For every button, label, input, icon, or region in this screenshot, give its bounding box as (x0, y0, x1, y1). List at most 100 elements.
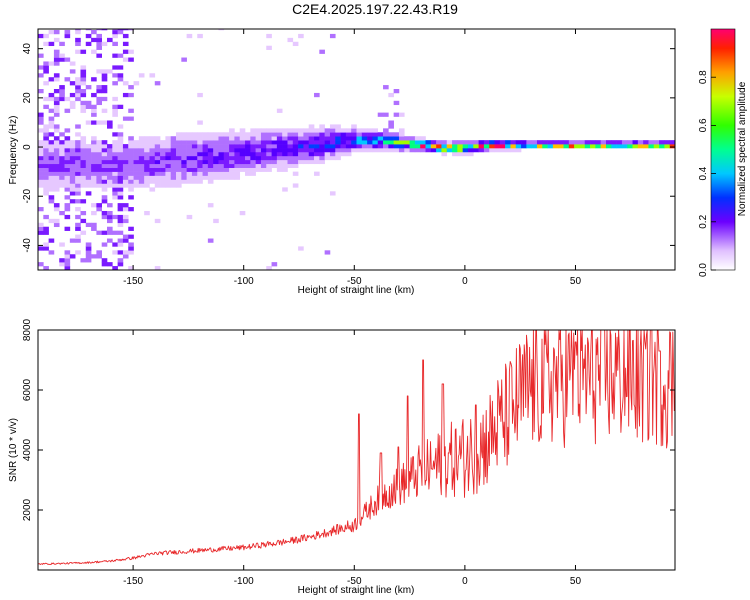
spectrogram-cell (138, 183, 145, 188)
spectrogram-cell (611, 144, 617, 149)
spectrogram-cell (191, 148, 198, 153)
spectrogram-cell (122, 203, 129, 208)
spectrogram-cell (38, 148, 44, 153)
spectrogram-cell (144, 140, 150, 145)
spectrogram-cell (101, 230, 108, 235)
spectrogram-cell (96, 254, 102, 259)
spectrogram-cell (64, 108, 71, 113)
spectrogram-cell (117, 242, 124, 247)
spectrogram-cell (48, 132, 55, 137)
spectrogram-cell (335, 144, 341, 149)
spectrogram-cell (122, 49, 129, 54)
spectrogram-cell (75, 140, 81, 145)
spectrogram-cell (48, 250, 55, 255)
spectrogram-cell (213, 163, 219, 168)
spectrogram-cell (154, 81, 161, 86)
spectrogram-cell (356, 132, 363, 137)
spectrogram-cell (659, 140, 665, 145)
spectrogram-cell (96, 230, 102, 235)
spectrogram-cell (160, 148, 166, 153)
spectrogram-cell (276, 140, 283, 145)
spectrogram-cell (160, 155, 166, 161)
spectrogram-cell (298, 136, 304, 141)
spectrogram-cell (186, 140, 193, 145)
spectrogram-cell (128, 155, 134, 161)
spectrogram-cell (117, 183, 124, 188)
spectrogram-cell (234, 155, 241, 161)
spectrogram-cell (218, 151, 225, 157)
spectrogram-frame (37, 28, 676, 271)
spectrogram-cell (133, 163, 140, 168)
spectrogram-cell (75, 29, 81, 35)
spectrogram-cell (154, 167, 161, 172)
spectrogram-cell (170, 155, 177, 161)
spectrogram-cell (85, 258, 92, 263)
spectrogram-cell (234, 175, 241, 180)
spectrogram-cell (292, 183, 299, 188)
spectrogram-cell (298, 148, 304, 153)
spectrogram-cell (149, 148, 156, 153)
spectrogram-cell (128, 195, 134, 200)
spectrogram-cell (383, 136, 389, 141)
spectrogram-cell (128, 175, 134, 180)
spectrogram-cell (494, 148, 501, 153)
spectrogram-cell (53, 167, 60, 172)
spectrogram-cell (531, 144, 538, 149)
spectrogram-cell (80, 230, 87, 235)
spectrogram-cell (149, 140, 156, 145)
spectrogram-cell (53, 77, 60, 82)
spectrogram-cell (287, 155, 294, 161)
spectrogram-cell (53, 140, 60, 145)
spectrogram-cell (75, 226, 81, 231)
spectrogram-cell (276, 144, 283, 149)
spectrogram-cell (229, 128, 235, 133)
spectrogram-cell (91, 151, 97, 157)
spectrogram-cell (69, 191, 76, 196)
spectrogram-cell (213, 167, 219, 172)
spectrogram-cell (133, 175, 140, 180)
spectrogram-cell (250, 136, 256, 141)
spectrogram-cell (271, 144, 278, 149)
spectrogram-cell (80, 73, 87, 78)
spectrogram-cell (276, 132, 283, 137)
spectrogram-cell (170, 136, 177, 141)
spectrogram-cell (303, 128, 310, 133)
spectrogram-cell (298, 246, 304, 251)
spectrogram-cell (101, 210, 108, 216)
spectrogram-cell (112, 242, 118, 247)
spectrogram-cell (239, 210, 246, 216)
spectrogram-cell (255, 163, 262, 168)
spectrogram-cell (149, 144, 156, 149)
spectrogram-cell (345, 128, 352, 133)
spectrogram-cell (202, 175, 209, 180)
spectrogram-cell (260, 144, 267, 149)
spectrogram-cell (266, 144, 272, 149)
spectrogram-cell (643, 144, 649, 149)
spectrogram-cell (133, 183, 140, 188)
spectrogram-cell (372, 128, 379, 133)
spectrogram-cell (632, 144, 639, 149)
spectrogram-cell (329, 33, 336, 39)
spectrogram-cell (239, 128, 246, 133)
spectrogram-cell (319, 144, 325, 149)
spectrogram-cell (329, 132, 336, 137)
spectrogram-cell (351, 140, 357, 145)
spectrogram-cell (377, 140, 384, 145)
spectrogram-cell (250, 159, 256, 165)
spectrogram-cell (64, 207, 71, 212)
spectrogram-cell (207, 144, 214, 149)
spectrogram-cell (75, 163, 81, 168)
snr-xtick-label: -50 (347, 576, 362, 587)
spectrogram-cell (229, 175, 235, 180)
spectrogram-xtick-label: -150 (123, 276, 143, 287)
spectrogram-cell (176, 183, 182, 188)
spectrogram-cell (414, 136, 421, 141)
spectrogram-cell (340, 148, 347, 153)
spectrogram-cell (122, 218, 129, 224)
spectrogram-cell (308, 136, 315, 141)
spectrogram-cell (255, 136, 262, 141)
spectrogram-cell (335, 155, 341, 161)
spectrogram-cell (521, 140, 527, 145)
snr-ytick-label: 6000 (22, 378, 33, 401)
spectrogram-cell (122, 33, 129, 39)
